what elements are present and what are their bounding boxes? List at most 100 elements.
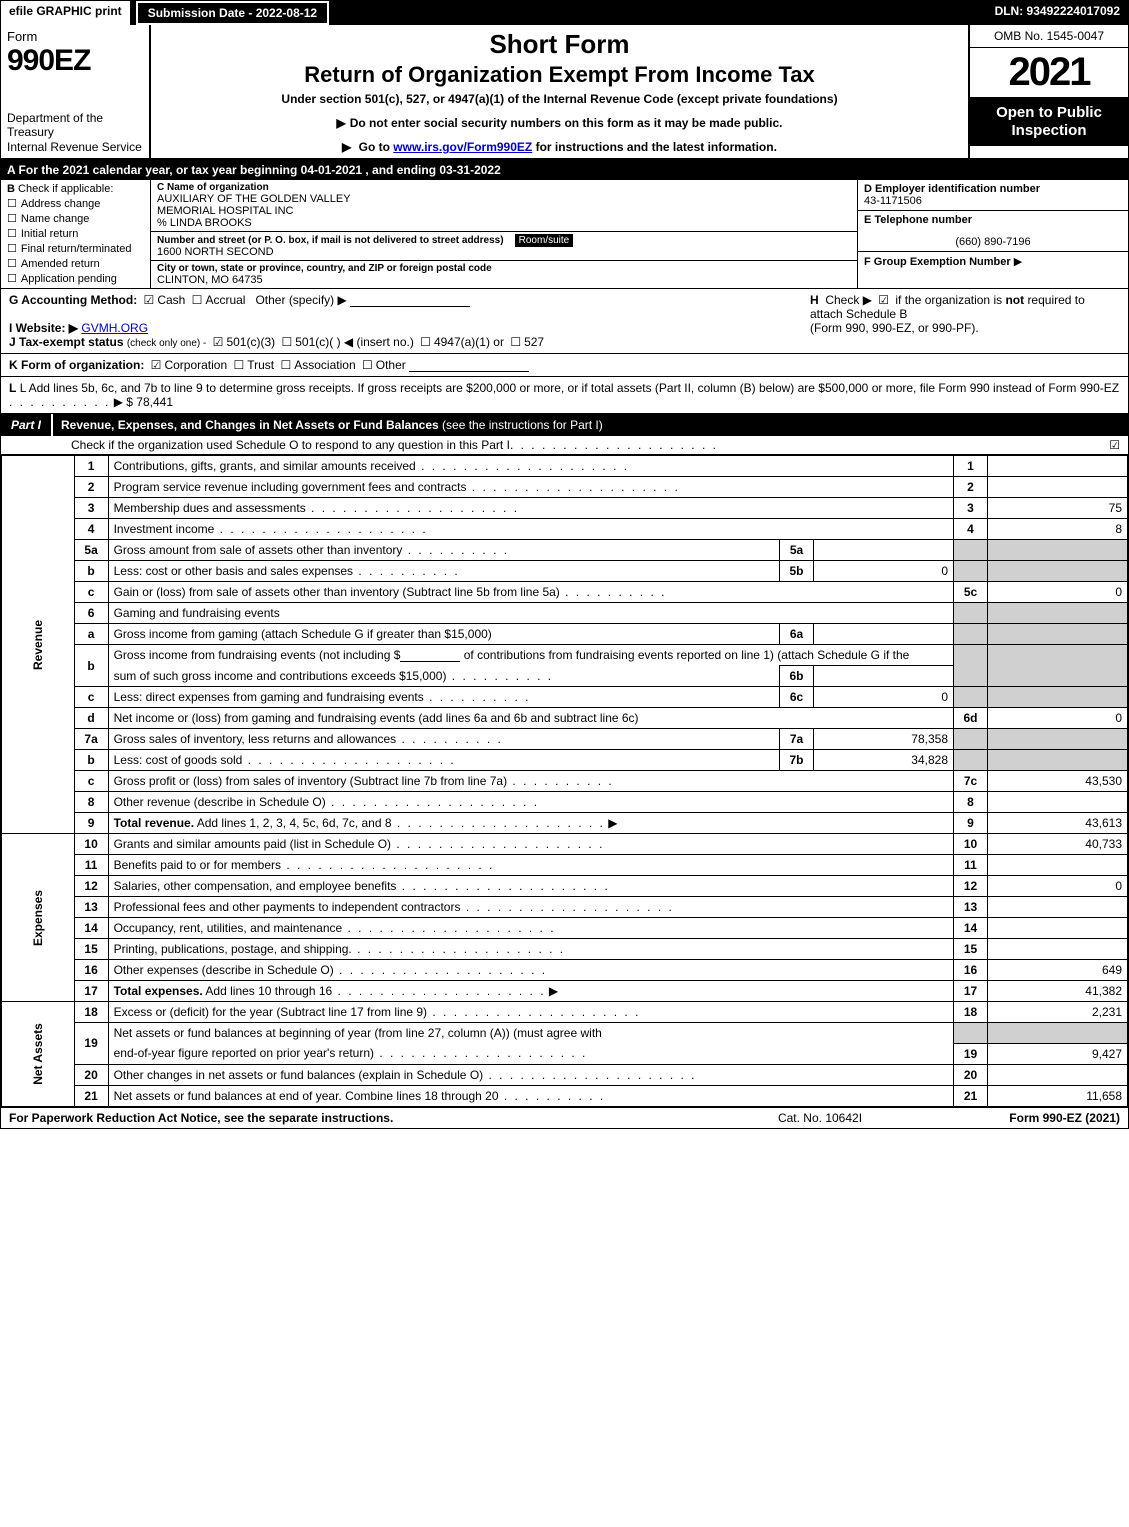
section-b: B Check if applicable: Address change Na… [1, 180, 151, 288]
other-specify-input[interactable] [350, 295, 470, 307]
line-6a-shade2 [988, 624, 1128, 645]
line-7b-sublabel: 7b [780, 750, 814, 771]
footer-paperwork: For Paperwork Reduction Act Notice, see … [9, 1111, 720, 1125]
line-8-value [988, 792, 1128, 813]
line-7c-desc: Gross profit or (loss) from sales of inv… [108, 771, 953, 792]
line-5b-subvalue: 0 [814, 561, 954, 582]
line-5a-shade1 [954, 540, 988, 561]
line-5c-value: 0 [988, 582, 1128, 603]
line-2-num: 2 [74, 477, 108, 498]
line-11-value [988, 855, 1128, 876]
line-6b-sublabel: 6b [780, 666, 814, 687]
line-5c-num: c [74, 582, 108, 603]
check-application-pending[interactable]: Application pending [7, 272, 144, 285]
check-amended-return[interactable]: Amended return [7, 257, 144, 270]
section-b-label: B [7, 183, 15, 195]
check-501c[interactable] [278, 335, 295, 349]
submission-date: Submission Date - 2022-08-12 [136, 1, 329, 25]
other-org-label: Other [376, 358, 406, 372]
check-association[interactable] [277, 358, 294, 372]
line-18-desc: Excess or (deficit) for the year (Subtra… [108, 1002, 953, 1023]
line-l-arrow: ▶ [114, 395, 123, 409]
line-6a: a Gross income from gaming (attach Sched… [2, 624, 1128, 645]
line-6d-box: 6d [954, 708, 988, 729]
check-accrual[interactable] [189, 293, 206, 307]
page-footer: For Paperwork Reduction Act Notice, see … [1, 1107, 1128, 1128]
check-527[interactable] [507, 335, 524, 349]
line-1-value [988, 456, 1128, 477]
line-5b-desc: Less: cost or other basis and sales expe… [108, 561, 779, 582]
other-org-input[interactable] [409, 360, 529, 372]
line-12: 12 Salaries, other compensation, and emp… [2, 876, 1128, 897]
line-7b-shade2 [988, 750, 1128, 771]
under-section-note: Under section 501(c), 527, or 4947(a)(1)… [159, 92, 960, 106]
expenses-side-label: Expenses [2, 834, 75, 1002]
dln-number: DLN: 93492224017092 [987, 1, 1128, 25]
check-name-change[interactable]: Name change [7, 212, 144, 225]
line-6b-amount-input[interactable] [400, 650, 460, 662]
check-other-org[interactable] [359, 358, 376, 372]
line-9-value: 43,613 [988, 813, 1128, 834]
check-4947[interactable] [417, 335, 434, 349]
check-address-change[interactable]: Address change [7, 197, 144, 210]
line-16: 16 Other expenses (describe in Schedule … [2, 960, 1128, 981]
line-13-box: 13 [954, 897, 988, 918]
section-b-text: Check if applicable: [18, 183, 113, 195]
assoc-label: Association [294, 358, 355, 372]
line-6-shade2 [988, 603, 1128, 624]
goto-prefix: Go to [359, 140, 394, 154]
line-9-num: 9 [74, 813, 108, 834]
line-6d-value: 0 [988, 708, 1128, 729]
line-l-amount: $ 78,441 [126, 395, 173, 409]
irs-link[interactable]: www.irs.gov/Form990EZ [393, 140, 532, 154]
line-10: Expenses 10 Grants and similar amounts p… [2, 834, 1128, 855]
line-6c-shade2 [988, 687, 1128, 708]
form-page: efile GRAPHIC print Submission Date - 20… [0, 0, 1129, 1129]
header-right: OMB No. 1545-0047 2021 Open to Public In… [968, 25, 1128, 158]
line-12-desc: Salaries, other compensation, and employ… [108, 876, 953, 897]
check-501c3[interactable] [210, 335, 227, 349]
part-i-title-note: (see the instructions for Part I) [442, 418, 603, 432]
line-19-value: 9,427 [988, 1043, 1128, 1064]
line-5a-num: 5a [74, 540, 108, 561]
line-15-num: 15 [74, 939, 108, 960]
501c-label: 501(c)( ) ◀ (insert no.) [295, 335, 414, 349]
line-7c-num: c [74, 771, 108, 792]
line-j-label: J Tax-exempt status [9, 335, 124, 349]
line-5b: b Less: cost or other basis and sales ex… [2, 561, 1128, 582]
line-6c-subvalue: 0 [814, 687, 954, 708]
line-17-desc: Total expenses. Add lines 10 through 16 [108, 981, 953, 1002]
tax-year: 2021 [970, 48, 1128, 98]
check-cash[interactable] [141, 293, 158, 307]
line-15-desc: Printing, publications, postage, and shi… [108, 939, 953, 960]
schedule-o-checkbox[interactable]: ☑ [1090, 438, 1120, 452]
return-title: Return of Organization Exempt From Incom… [159, 62, 960, 88]
line-19-box: 19 [954, 1043, 988, 1064]
section-e: E Telephone number (660) 890-7196 [858, 211, 1128, 252]
phone-value: (660) 890-7196 [864, 226, 1122, 248]
line-16-value: 649 [988, 960, 1128, 981]
phone-label: E Telephone number [864, 214, 1122, 226]
line-7b-shade1 [954, 750, 988, 771]
check-trust[interactable] [230, 358, 247, 372]
line-6b-desc1: Gross income from fundraising events (no… [108, 645, 953, 666]
line-6b-1: b Gross income from fundraising events (… [2, 645, 1128, 666]
check-final-return[interactable]: Final return/terminated [7, 242, 144, 255]
line-19-desc2: end-of-year figure reported on prior yea… [108, 1043, 953, 1064]
line-17-num: 17 [74, 981, 108, 1002]
efile-print-button[interactable]: efile GRAPHIC print [1, 1, 132, 25]
line-g: G Accounting Method: Cash Accrual Other … [9, 293, 800, 349]
line-17-value: 41,382 [988, 981, 1128, 1002]
part-i-header: Part I Revenue, Expenses, and Changes in… [1, 414, 1128, 436]
line-3-value: 75 [988, 498, 1128, 519]
goto-suffix: for instructions and the latest informat… [536, 140, 777, 154]
check-corporation[interactable] [148, 358, 165, 372]
line-5c-desc: Gain or (loss) from sale of assets other… [108, 582, 953, 603]
check-initial-return[interactable]: Initial return [7, 227, 144, 240]
lines-g-h: G Accounting Method: Cash Accrual Other … [1, 289, 1128, 354]
website-link[interactable]: GVMH.ORG [81, 321, 148, 335]
check-scheduleb-notreq[interactable] [875, 293, 892, 307]
line-20-desc: Other changes in net assets or fund bala… [108, 1064, 953, 1085]
short-form-title: Short Form [159, 29, 960, 60]
city-label: City or town, state or province, country… [157, 263, 851, 274]
